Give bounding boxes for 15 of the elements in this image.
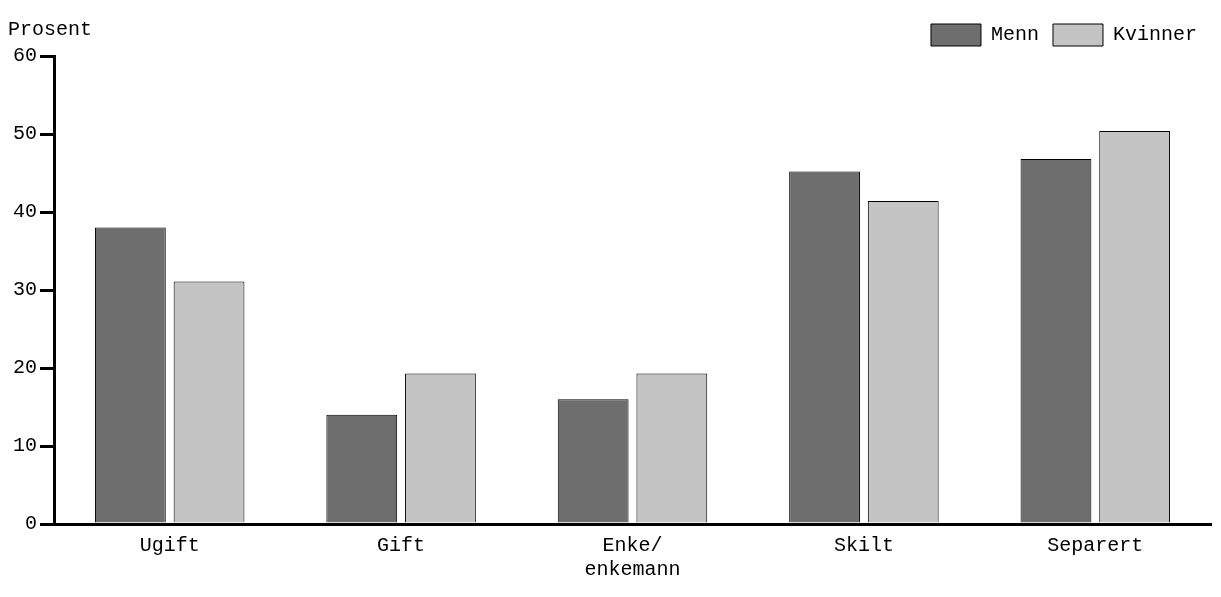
x-tick-label: Ugift: [139, 534, 200, 558]
legend-label: Menn: [990, 23, 1039, 47]
y-tick-label: 10: [12, 434, 37, 458]
y-tick-label: 20: [12, 356, 37, 380]
x-tick-label: Separert: [1047, 534, 1144, 558]
y-tick-label: 40: [12, 200, 37, 224]
x-tick-label: Gift: [377, 534, 426, 558]
y-tick-label: 30: [12, 278, 37, 302]
y-axis-title: Prosent: [8, 18, 93, 42]
y-tick-label: 0: [24, 512, 37, 536]
y-tick-label: 60: [12, 44, 37, 68]
x-tick-label: Enke/ enkemann: [584, 534, 681, 582]
x-tick-label: Skilt: [833, 534, 894, 558]
y-tick-label: 50: [12, 122, 37, 146]
legend-label: Kvinner: [1112, 23, 1197, 47]
